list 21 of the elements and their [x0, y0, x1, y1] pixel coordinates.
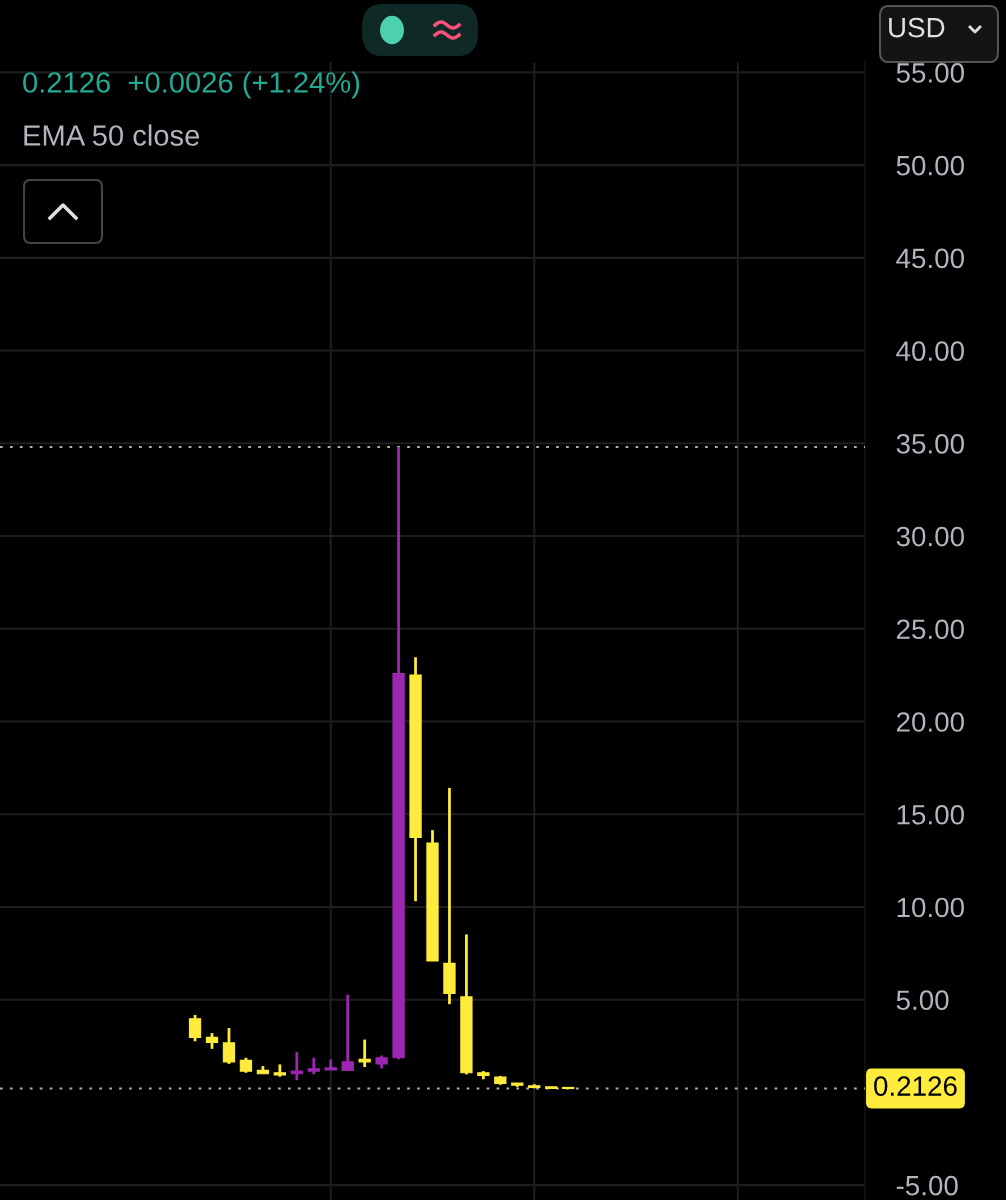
y-tick-label: 40.00 — [896, 341, 964, 361]
y-tick-label: 5.00 — [896, 990, 949, 1011]
annotation: 0.2126 +0.0026 (+1.24%) — [23, 71, 360, 99]
text: USD — [889, 17, 945, 38]
y-tick-label: 50.00 — [896, 155, 964, 176]
candlestick — [222, 1026, 236, 1066]
y-tick-label: 10.00 — [897, 897, 964, 918]
annotation: EMA 50 close — [24, 124, 200, 146]
y-tick-label: 30.00 — [896, 526, 964, 547]
y-tick-label: 20.00 — [896, 712, 964, 732]
y-tick-label: 55.00 — [896, 63, 964, 83]
candlestick — [341, 993, 354, 1073]
y-tick-label: -5.00 — [896, 1175, 958, 1196]
candlestick — [188, 1013, 202, 1043]
candlestick — [358, 1038, 371, 1069]
ref-line-label: 0.2126 — [874, 1076, 957, 1096]
candlestick — [290, 1050, 303, 1082]
y-tick-label: 35.00 — [896, 433, 964, 454]
y-tick-label: 15.00 — [897, 804, 964, 825]
y-tick-label: 25.00 — [896, 619, 964, 640]
y-tick-label: 45.00 — [896, 248, 964, 269]
